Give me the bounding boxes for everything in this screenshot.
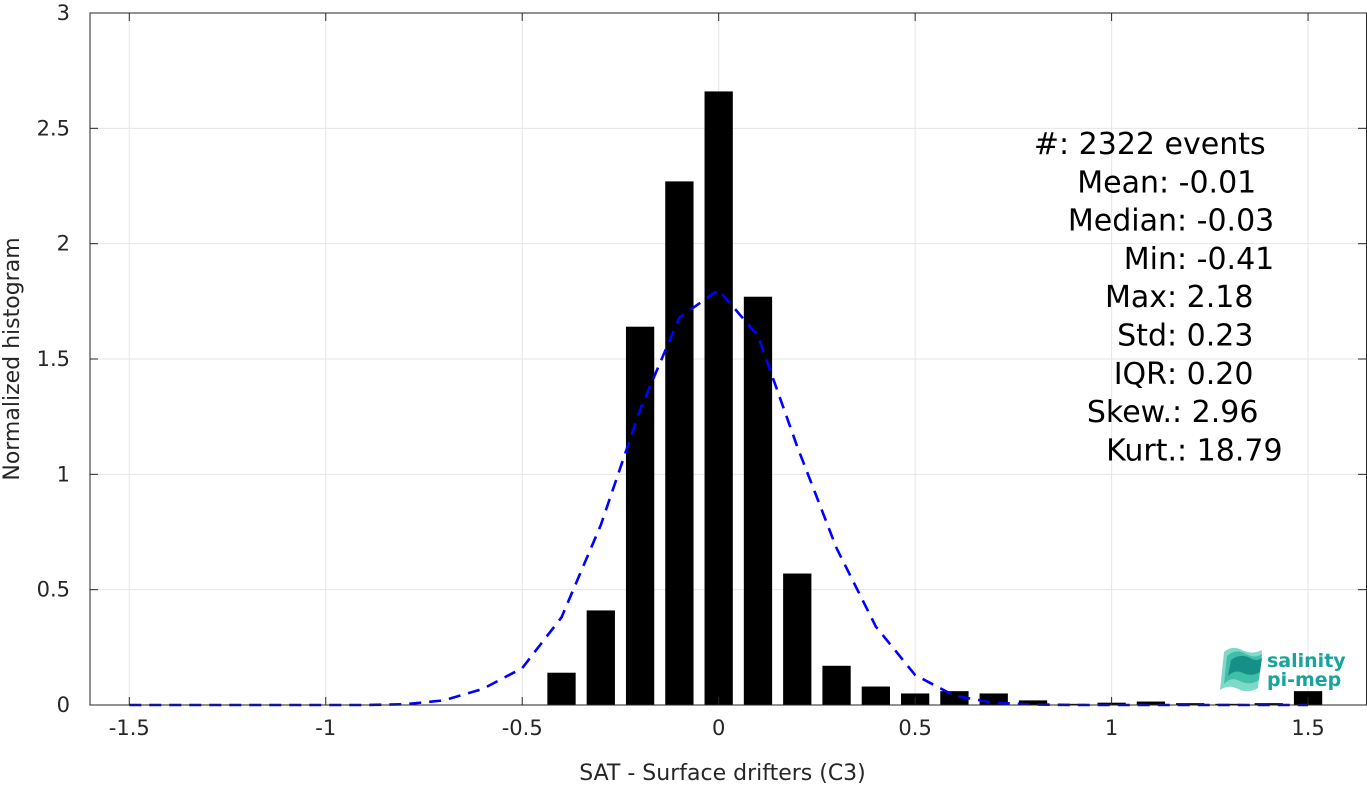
- x-tick-label: 1.5: [1291, 716, 1324, 740]
- y-tick-label: 1: [57, 462, 70, 486]
- stat-label: Std: [1117, 319, 1167, 354]
- stat-value: : -0.01: [1159, 165, 1256, 200]
- x-tick-label: -1: [315, 716, 336, 740]
- logo-text-salinity: salinity: [1267, 650, 1346, 672]
- stat-label: Skew.: [1087, 395, 1172, 430]
- wave-logo-icon: [1220, 647, 1262, 692]
- y-tick-label: 2.5: [37, 116, 70, 140]
- stat-label: #: [1034, 127, 1059, 162]
- histogram-bar: [1136, 701, 1166, 705]
- stat-value: : 2.18: [1167, 280, 1253, 315]
- stat-value: : 2.96: [1172, 395, 1258, 430]
- histogram-bar: [665, 181, 694, 706]
- histogram-bars: [547, 91, 1323, 706]
- axis-ticks: -1.5 -1 -0.5 0 0.5 1 1.5 0 0.5 1 1.5 2 2.5 3: [37, 1, 1366, 740]
- y-tick-label: 0: [57, 693, 70, 717]
- x-tick-label: -0.5: [502, 716, 543, 740]
- histogram-bar: [822, 665, 851, 705]
- x-tick-label: -1.5: [109, 716, 150, 740]
- salinity-pi-mep-logo: salinity pi-mep: [1220, 647, 1346, 692]
- x-tick-label: 0.5: [898, 716, 931, 740]
- histogram-bar: [586, 610, 615, 705]
- histogram-bar: [940, 691, 969, 705]
- x-tick-label: 1: [1105, 716, 1118, 740]
- histogram-bar: [625, 326, 655, 705]
- stat-value: : 0.20: [1167, 357, 1253, 392]
- y-tick-label: 0.5: [37, 578, 70, 602]
- histogram-bar: [783, 573, 812, 705]
- histogram-bar: [547, 672, 576, 705]
- histogram-bar: [1176, 703, 1205, 705]
- histogram-bar: [1018, 700, 1048, 705]
- stat-label: Mean: [1077, 165, 1159, 200]
- x-tick-label: 0: [712, 716, 725, 740]
- histogram-bar: [979, 693, 1008, 705]
- stat-label: Median: [1068, 204, 1177, 239]
- stat-value: : 0.23: [1167, 319, 1253, 354]
- stat-label: Kurt.: [1106, 433, 1177, 468]
- stat-value: : 18.79: [1177, 433, 1283, 468]
- stat-value: : 2322 events: [1059, 127, 1266, 162]
- y-axis-label: Normalized histogram: [0, 237, 25, 480]
- stat-label: Min: [1124, 242, 1177, 277]
- stat-label: Max: [1105, 280, 1167, 315]
- stat-value: : -0.41: [1177, 242, 1274, 277]
- histogram-bar: [861, 686, 890, 705]
- histogram-bar: [743, 296, 773, 705]
- x-axis-label: SAT - Surface drifters (C3): [579, 761, 866, 785]
- stat-label: IQR: [1114, 357, 1167, 392]
- y-tick-label: 1.5: [37, 347, 70, 371]
- y-tick-label: 2: [57, 232, 70, 256]
- histogram-bar: [1058, 703, 1087, 705]
- stat-value: : -0.03: [1177, 204, 1274, 239]
- logo-text-pi-mep: pi-mep: [1267, 669, 1341, 691]
- y-tick-label: 3: [57, 1, 70, 25]
- histogram-bar: [704, 91, 733, 706]
